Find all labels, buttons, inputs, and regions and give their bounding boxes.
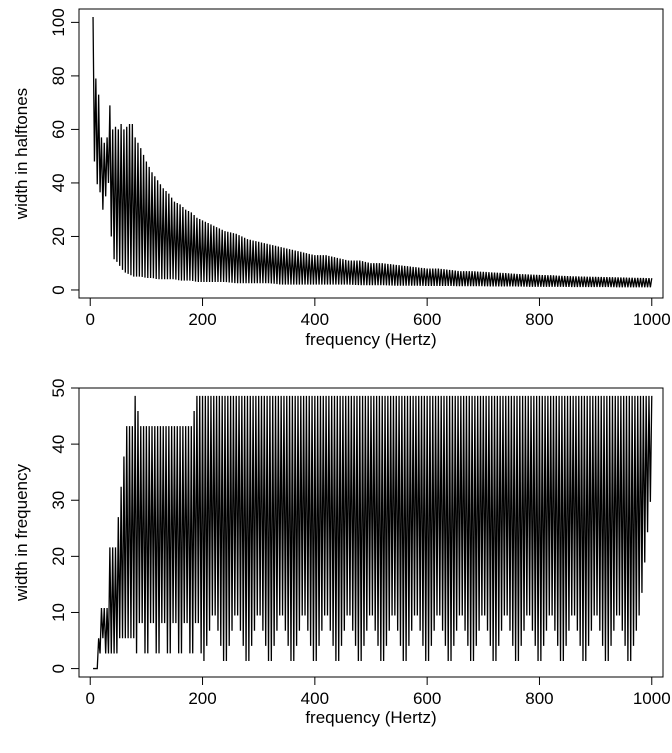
y-tick-label: 50: [49, 379, 68, 398]
x-axis-label: frequency (Hertz): [305, 330, 436, 349]
x-tick-label: 400: [301, 689, 329, 708]
y-tick-label: 0: [49, 664, 68, 673]
x-tick-label: 800: [525, 689, 553, 708]
x-tick-label: 1000: [633, 689, 671, 708]
plot-frame: [78, 387, 664, 678]
x-axis-label: frequency (Hertz): [305, 708, 436, 727]
y-tick-label: 20: [49, 227, 68, 246]
x-tick-label: 200: [188, 689, 216, 708]
y-tick-label: 30: [49, 491, 68, 510]
series-layer: [92, 17, 653, 288]
y-axis-label: width in frequency: [12, 463, 31, 602]
y-axis-label: width in halftones: [12, 88, 31, 220]
y-tick-label: 10: [49, 603, 68, 622]
series-line: [93, 395, 653, 670]
x-axis: 0 200 400 600 800 1000: [85, 298, 671, 329]
x-tick-label: 600: [413, 310, 441, 329]
x-tick-label: 600: [413, 689, 441, 708]
series-layer: [93, 395, 653, 670]
x-tick-label: 1000: [633, 310, 671, 329]
x-axis: 0 200 400 600 800 1000: [85, 677, 671, 708]
y-tick-label: 20: [49, 547, 68, 566]
x-tick-label: 400: [301, 310, 329, 329]
x-tick-label: 200: [188, 310, 216, 329]
y-tick-label: 60: [49, 120, 68, 139]
y-tick-label: 80: [49, 66, 68, 85]
x-tick-label: 800: [525, 310, 553, 329]
series-line: [92, 17, 653, 288]
halftone-width-panel: 0 200 400 600 800 1000 0 20 40 60 80 100 frequency…: [12, 8, 671, 349]
plot-frame: [78, 8, 664, 299]
y-tick-label: 40: [49, 173, 68, 192]
x-tick-label: 0: [85, 310, 94, 329]
y-axis: 0 20 40 60 80 100: [49, 8, 79, 295]
x-tick-label: 0: [85, 689, 94, 708]
y-axis: 0 10 20 30 40 50: [49, 379, 79, 673]
frequency-width-panel: 0 200 400 600 800 1000 0 10 20 30 40 50 frequency …: [12, 379, 671, 727]
y-tick-label: 40: [49, 435, 68, 454]
y-tick-label: 0: [49, 285, 68, 294]
y-tick-label: 100: [49, 8, 68, 36]
